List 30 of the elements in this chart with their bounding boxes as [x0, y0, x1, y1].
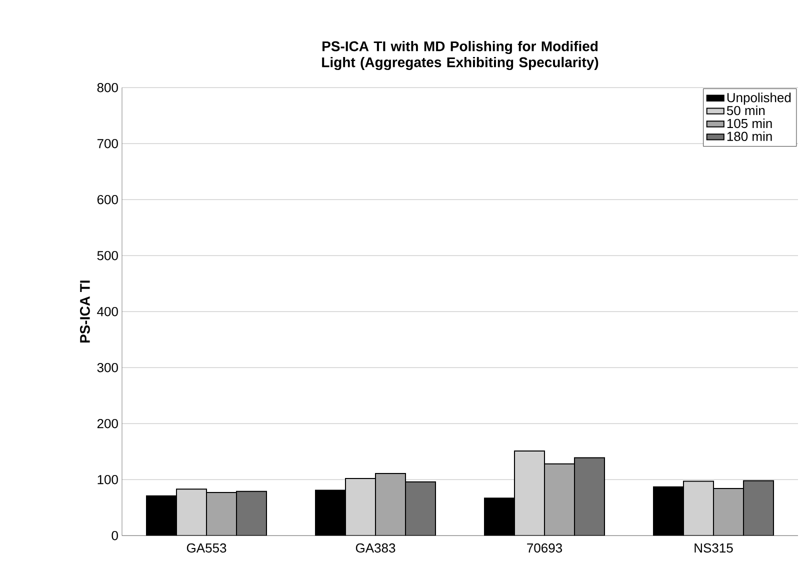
bar	[683, 480, 714, 536]
x-tick-label: GA383	[356, 543, 396, 553]
bar	[713, 488, 744, 536]
y-axis-title: PS-ICA TI	[80, 280, 90, 343]
legend-label: 50 min	[726, 106, 765, 116]
x-tick-label: 70693	[527, 543, 562, 553]
legend-label: Unpolished	[727, 92, 791, 105]
chart-title: PS-ICA TI with MD Polishing for Modified Light (Aggregates Exhibiting Specularity)	[322, 40, 598, 70]
bar	[544, 463, 576, 536]
y-tick-label: 700	[97, 138, 118, 148]
x-tick-label: NS315	[694, 543, 733, 553]
y-tick-label: 100	[98, 474, 118, 484]
x-tick-label: GA553	[186, 543, 226, 553]
bar	[236, 490, 268, 536]
bar	[743, 480, 774, 536]
legend-label: 180 min	[727, 131, 772, 141]
bar	[345, 478, 376, 536]
y-tick-label: 400	[97, 306, 118, 316]
bar	[405, 481, 436, 536]
legend-label: 105 min	[727, 118, 772, 128]
bar	[206, 492, 237, 536]
y-tick-label: 0	[112, 530, 118, 540]
bar	[514, 450, 546, 536]
y-tick-label: 800	[97, 82, 118, 92]
bar	[574, 457, 606, 536]
y-tick-label: 600	[97, 194, 118, 204]
bar	[176, 488, 208, 536]
y-tick-label: 200	[97, 418, 118, 428]
y-tick-label: 300	[97, 362, 118, 372]
y-tick-label: 500	[97, 250, 118, 260]
